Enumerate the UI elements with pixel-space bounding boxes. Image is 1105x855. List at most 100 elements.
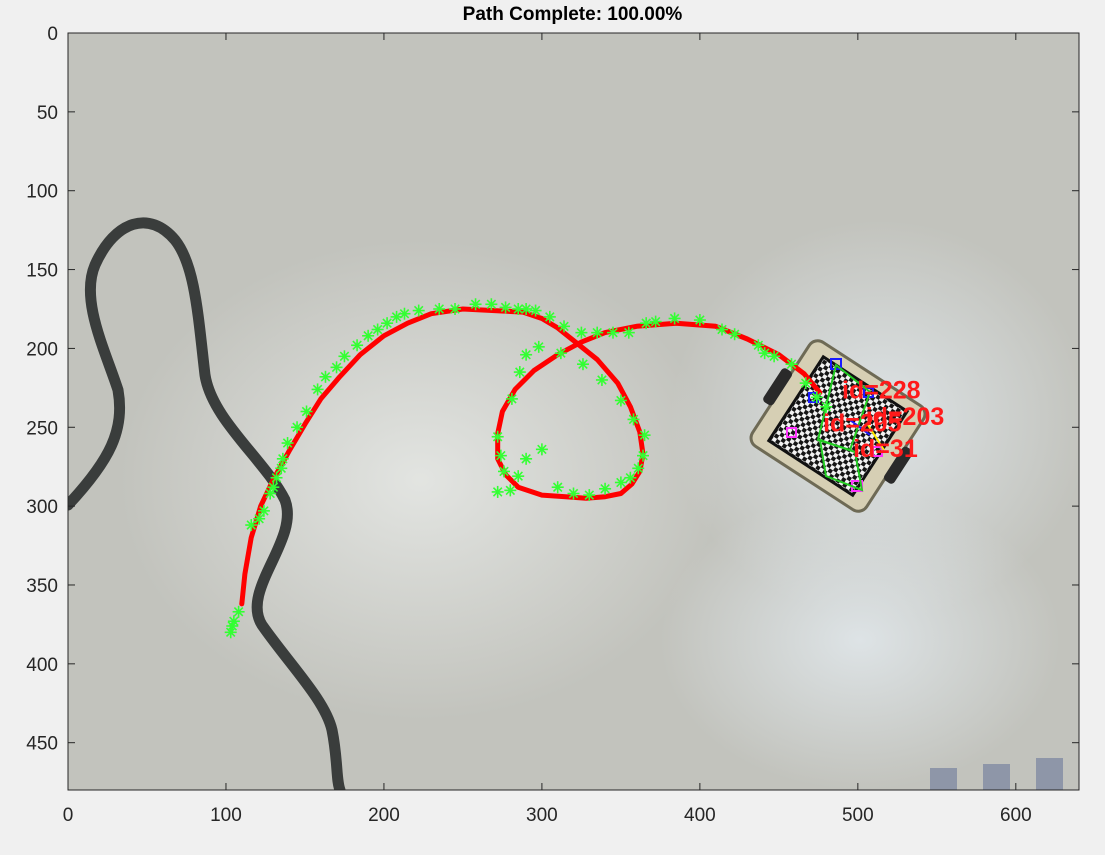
grey-block xyxy=(1036,758,1063,790)
waypoint-marker xyxy=(668,312,681,325)
y-tick-label: 100 xyxy=(26,182,58,203)
waypoint-marker xyxy=(485,298,498,311)
light-glare xyxy=(120,240,720,720)
x-tick-label: 600 xyxy=(1000,805,1032,826)
x-tick-label: 0 xyxy=(63,805,74,826)
waypoint-marker xyxy=(543,310,556,323)
waypoint-marker xyxy=(338,350,351,363)
waypoint-marker xyxy=(227,615,240,628)
y-axis: 0 50 100 150 200 250 300 350 400 450 xyxy=(26,24,1079,755)
tag-label: id=203 xyxy=(866,403,945,431)
tag-label: id=205 xyxy=(823,410,902,438)
waypoint-marker xyxy=(275,462,288,475)
y-tick-label: 50 xyxy=(37,103,58,124)
waypoint-marker xyxy=(649,315,662,328)
tag-label: id=228 xyxy=(842,376,921,404)
camera-photo xyxy=(68,33,1079,790)
waypoint-marker xyxy=(693,314,706,327)
waypoint-marker xyxy=(245,519,258,532)
path-line xyxy=(239,306,823,607)
waypoint-marker xyxy=(640,317,653,330)
waypoint-marker xyxy=(567,487,580,500)
waypoint-marker xyxy=(728,328,741,341)
axes-frame xyxy=(67,32,1080,791)
waypoint-marker xyxy=(583,489,596,502)
waypoint-marker xyxy=(622,326,635,339)
waypoint-marker xyxy=(551,481,564,494)
waypoint-marker xyxy=(715,323,728,336)
y-tick-label: 400 xyxy=(26,655,58,676)
waypoint-marker xyxy=(300,405,313,418)
robot xyxy=(749,339,927,513)
y-tick-label: 350 xyxy=(26,576,58,597)
waypoint-marker xyxy=(232,605,245,618)
waypoint-marker xyxy=(520,348,533,361)
waypoint-marker xyxy=(433,302,446,315)
y-tick-label: 250 xyxy=(26,418,58,439)
waypoint-marker xyxy=(512,302,525,315)
y-tick-label: 150 xyxy=(26,261,58,282)
grey-block xyxy=(983,764,1010,790)
waypoint-marker xyxy=(311,383,324,396)
waypoint-marker xyxy=(257,504,270,517)
waypoint-marker xyxy=(785,358,798,371)
x-axis: 0 100 200 300 400 500 600 xyxy=(63,33,1032,826)
waypoint-marker xyxy=(535,443,548,456)
waypoint-marker xyxy=(799,377,812,390)
x-tick-label: 300 xyxy=(526,805,558,826)
waypoint-marker xyxy=(512,470,525,483)
y-tick-label: 200 xyxy=(26,339,58,360)
waypoint-marker xyxy=(576,358,589,371)
y-tick-label: 300 xyxy=(26,497,58,518)
waypoint-marker xyxy=(632,462,645,475)
waypoint-marker xyxy=(637,449,650,462)
robot-wheel xyxy=(763,368,793,406)
waypoint-marker xyxy=(638,429,651,442)
waypoint-marker xyxy=(513,366,526,379)
waypoint-marker xyxy=(532,340,545,353)
waypoint-marker xyxy=(291,421,304,434)
waypoint-marker xyxy=(398,307,411,320)
waypoint-marker xyxy=(520,452,533,465)
waypoint-marker xyxy=(330,361,343,374)
waypoint-marker xyxy=(469,298,482,311)
waypoint-marker xyxy=(504,484,517,497)
waypoint-marker xyxy=(591,326,604,339)
plot-title: Path Complete: 100.00% xyxy=(462,4,683,25)
waypoint-marker xyxy=(381,317,394,330)
waypoint-marker xyxy=(351,339,364,352)
waypoint-marker xyxy=(371,323,384,336)
waypoint-marker xyxy=(820,400,833,413)
waypoint-marker xyxy=(614,394,627,407)
waypoint-marker xyxy=(276,452,289,465)
waypoint-marker xyxy=(281,437,294,450)
waypoint-marker xyxy=(614,476,627,489)
x-tick-label: 100 xyxy=(210,805,242,826)
y-tick-label: 450 xyxy=(26,734,58,755)
waypoint-marker xyxy=(267,481,280,494)
tag-label: id=31 xyxy=(853,435,918,463)
marker-outlines xyxy=(786,358,885,492)
waypoint-marker xyxy=(575,326,588,339)
waypoint-marker xyxy=(758,347,771,360)
waypoint-marker xyxy=(319,370,332,383)
waypoint-marker xyxy=(253,512,266,525)
waypoint-marker xyxy=(224,626,237,639)
robot-wheel xyxy=(883,446,913,484)
x-tick-label: 400 xyxy=(684,805,716,826)
waypoint-marker xyxy=(505,392,518,405)
waypoint-marker xyxy=(362,329,375,342)
waypoint-marker xyxy=(554,347,567,360)
waypoint-marker xyxy=(558,320,571,333)
x-tick-label: 500 xyxy=(842,805,874,826)
waypoint-marker xyxy=(595,373,608,386)
waypoint-marker xyxy=(499,301,512,314)
y-tick-label: 0 xyxy=(47,24,58,45)
x-tick-label: 200 xyxy=(368,805,400,826)
waypoint-marker xyxy=(491,430,504,443)
waypoint-marker xyxy=(412,304,425,317)
waypoint-marker xyxy=(497,465,510,478)
waypoint-marker xyxy=(494,449,507,462)
